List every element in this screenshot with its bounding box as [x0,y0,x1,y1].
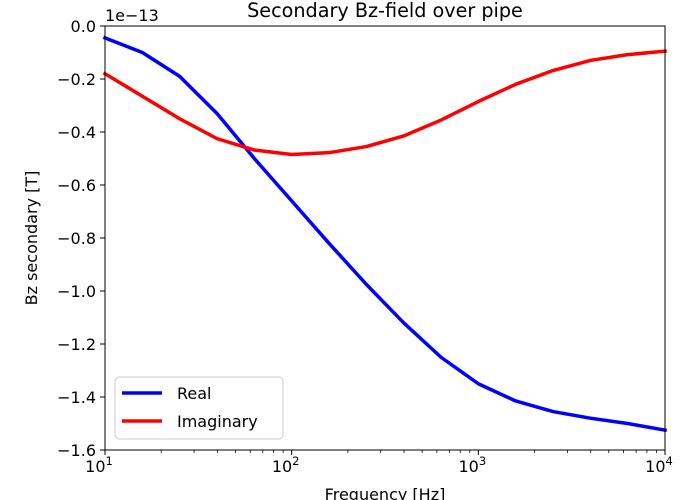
x-tick-label: 102 [272,454,300,476]
y-offset-label: 1e−13 [105,6,159,25]
y-axis-label: Bz secondary [T] [22,171,41,306]
series-line-real [102,35,668,433]
legend-label-real: Real [177,384,212,403]
y-tick-label: −0.8 [57,229,96,248]
chart-title: Secondary Bz-field over pipe [247,0,523,22]
plot-lines [102,35,668,433]
y-tick-label: −0.6 [57,176,96,195]
x-axis-label: Frequency [Hz] [325,485,446,500]
x-axis-ticks: 101 102 103 104 [85,450,673,476]
y-tick-label: −1.2 [57,335,96,354]
x-tick-label: 101 [85,454,113,476]
y-axis-ticks: 0.0 −0.2 −0.4 −0.6 −0.8 −1.0 −1.2 −1.4 −1.6 [57,17,105,460]
y-tick-label: −1.0 [57,282,96,301]
y-tick-label: −1.4 [57,388,96,407]
y-tick-label: −1.6 [57,441,96,460]
series-line-imaginary [102,49,667,157]
y-tick-label: −0.2 [57,70,96,89]
legend-label-imaginary: Imaginary [177,412,258,431]
y-tick-label: 0.0 [71,17,96,36]
legend: Real Imaginary [114,376,284,440]
x-tick-label: 104 [645,454,673,476]
y-tick-label: −0.4 [57,123,96,142]
x-tick-label: 103 [458,454,486,476]
